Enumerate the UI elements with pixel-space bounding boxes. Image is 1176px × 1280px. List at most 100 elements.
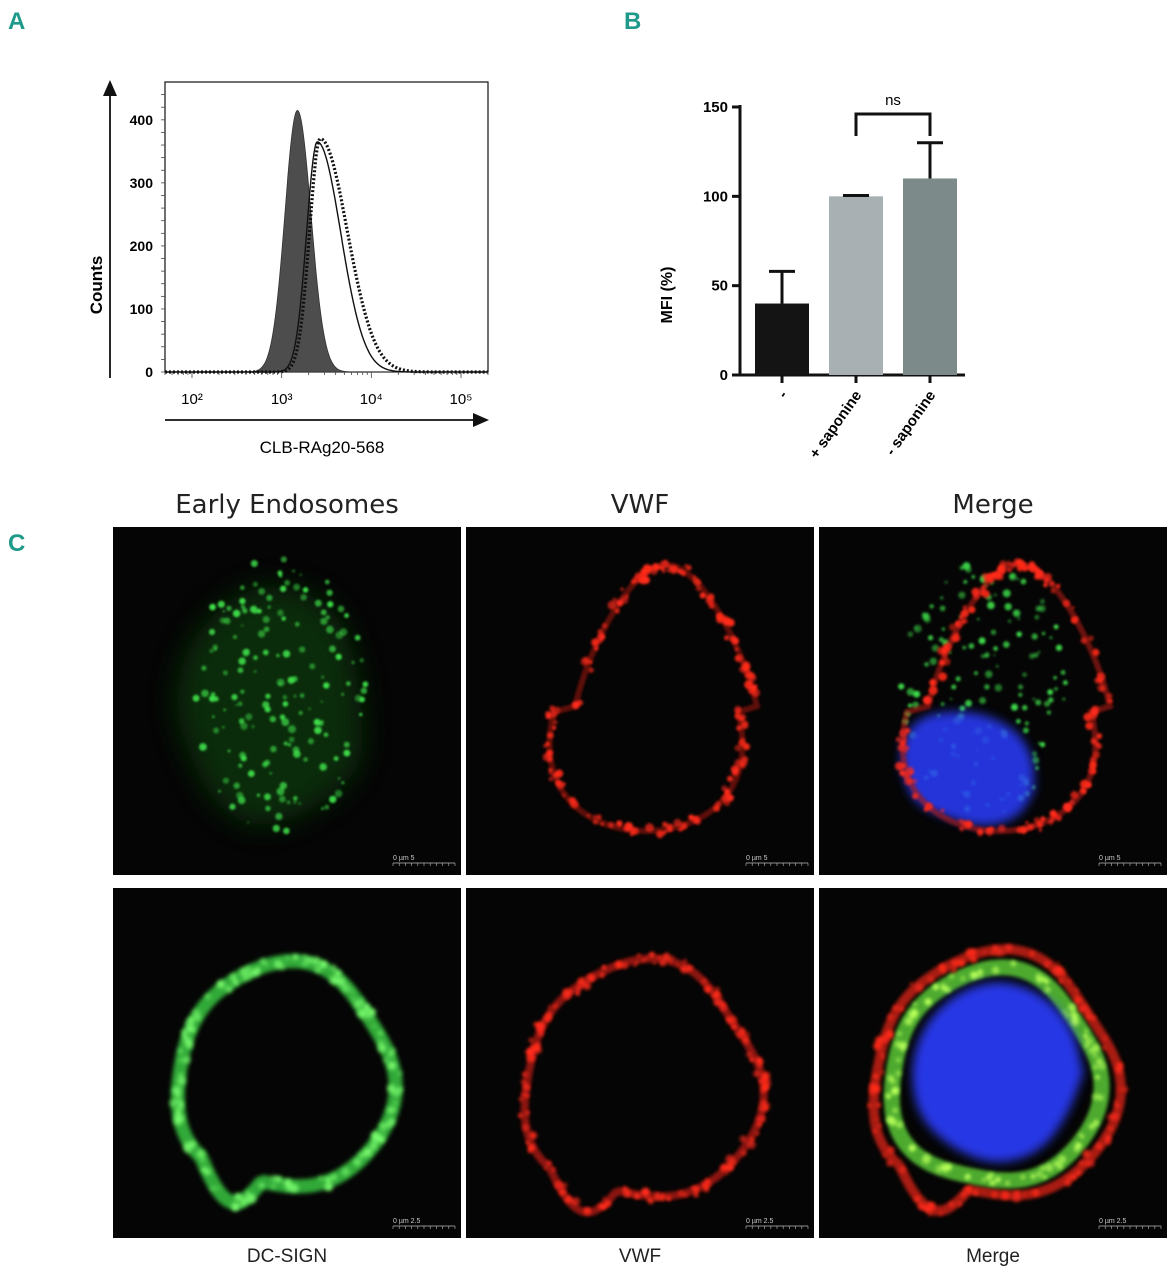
fluorescent-spot bbox=[320, 807, 324, 811]
membrane-spot bbox=[229, 973, 237, 981]
membrane-spot bbox=[284, 1178, 292, 1187]
membrane-spot bbox=[913, 1002, 917, 1006]
membrane-spot bbox=[747, 1140, 756, 1150]
fluorescent-spot bbox=[256, 793, 261, 797]
membrane-spot bbox=[662, 830, 667, 835]
membrane-spot bbox=[1096, 734, 1101, 739]
membrane-spot bbox=[887, 1146, 895, 1154]
membrane-spot bbox=[391, 1064, 396, 1069]
fluorescent-spot bbox=[980, 654, 985, 659]
fluorescent-spot bbox=[990, 629, 997, 635]
fluorescent-spot bbox=[279, 585, 287, 592]
fluorescent-spot bbox=[341, 781, 345, 785]
fluorescent-spot bbox=[962, 645, 967, 650]
fluorescent-spot bbox=[940, 702, 945, 706]
fluorescent-spot bbox=[313, 718, 321, 726]
membrane-spot bbox=[755, 1117, 760, 1122]
fluorescent-spot bbox=[968, 643, 975, 649]
fluorescent-spot bbox=[262, 761, 268, 768]
fluorescent-spot bbox=[1018, 692, 1023, 697]
membrane-spot bbox=[909, 982, 913, 986]
membrane-spot bbox=[536, 1024, 545, 1034]
fluorescent-spot bbox=[293, 795, 298, 801]
membrane-spot bbox=[1050, 813, 1055, 818]
fluorescent-spot bbox=[1020, 578, 1027, 585]
membrane-spot bbox=[1074, 995, 1081, 1002]
fluorescent-spot bbox=[1022, 727, 1029, 734]
membrane-spot bbox=[998, 824, 1006, 833]
membrane-spot bbox=[751, 688, 760, 697]
fluorescent-spot bbox=[325, 615, 330, 620]
membrane-spot bbox=[1095, 1142, 1103, 1150]
membrane-spot bbox=[892, 1005, 899, 1011]
fluorescent-spot bbox=[1054, 687, 1058, 691]
membrane-spot bbox=[301, 960, 308, 967]
membrane-spot bbox=[1079, 779, 1089, 789]
membrane-spot bbox=[183, 1037, 193, 1046]
membrane-spot bbox=[594, 646, 599, 651]
membrane-spot bbox=[1095, 1074, 1100, 1080]
fluorescent-spot bbox=[950, 697, 953, 701]
membrane-spot bbox=[948, 973, 955, 980]
membrane-spot bbox=[1102, 1046, 1107, 1051]
scale-bar-label: 0 µm 2.5 bbox=[1099, 1218, 1126, 1225]
fluorescent-spot bbox=[1049, 636, 1053, 640]
membrane-spot bbox=[292, 954, 299, 961]
membrane-spot bbox=[1075, 1169, 1082, 1176]
membrane-spot bbox=[397, 1087, 403, 1093]
membrane-spot bbox=[1086, 1013, 1092, 1020]
membrane-spot bbox=[588, 667, 594, 673]
fluorescent-spot bbox=[275, 812, 283, 821]
membrane-spot bbox=[521, 1092, 526, 1097]
fluorescent-spot bbox=[343, 741, 350, 748]
membrane-spot bbox=[896, 1121, 904, 1129]
membrane-spot bbox=[604, 1199, 612, 1208]
membrane-spot bbox=[972, 593, 980, 600]
membrane-spot bbox=[682, 958, 688, 964]
membrane-spot bbox=[1028, 823, 1035, 830]
membrane-spot bbox=[868, 1082, 878, 1092]
histogram-x-tick-label: 10² bbox=[181, 391, 203, 408]
fluorescent-spot bbox=[286, 800, 291, 805]
fluorescent-spot bbox=[277, 570, 283, 576]
membrane-spot bbox=[1056, 961, 1060, 965]
membrane-spot bbox=[393, 1100, 398, 1106]
membrane-spot bbox=[695, 585, 702, 592]
membrane-spot bbox=[744, 680, 754, 690]
fluorescent-spot bbox=[278, 682, 282, 686]
bar-significance-bracket bbox=[854, 112, 932, 136]
fluorescent-spot bbox=[292, 569, 295, 573]
membrane-spot bbox=[981, 573, 989, 580]
fluorescent-spot bbox=[231, 694, 238, 701]
fluorescent-spot bbox=[1037, 650, 1041, 654]
membrane-spot bbox=[922, 1153, 931, 1163]
membrane-spot bbox=[1092, 1064, 1099, 1071]
membrane-spot bbox=[552, 719, 558, 725]
fluorescent-spot bbox=[262, 615, 270, 624]
membrane-spot bbox=[739, 1135, 747, 1143]
membrane-spot bbox=[967, 821, 974, 828]
histogram-y-tick-label: 0 bbox=[145, 364, 153, 380]
membrane-spot bbox=[666, 823, 674, 831]
fluorescent-spot bbox=[929, 604, 934, 609]
histogram-x-tick-label: 10³ bbox=[271, 391, 293, 408]
membrane-spot bbox=[1081, 1003, 1088, 1011]
membrane-spot bbox=[552, 725, 557, 730]
micrograph-dc-sign: 0 µm 2.5 bbox=[113, 888, 461, 1238]
membrane-spot bbox=[240, 1196, 249, 1205]
fluorescent-spot bbox=[343, 749, 351, 757]
membrane-spot bbox=[174, 1113, 181, 1120]
membrane-spot bbox=[1050, 588, 1056, 594]
membrane-spot bbox=[312, 959, 316, 964]
fluorescent-spot bbox=[1039, 598, 1045, 604]
fluorescent-spot bbox=[299, 573, 302, 576]
bar-y-tick-label: 150 bbox=[703, 99, 728, 116]
membrane-spot bbox=[525, 1047, 535, 1057]
membrane-spot bbox=[1090, 1015, 1097, 1021]
membrane-spot bbox=[260, 958, 266, 965]
fluorescent-spot bbox=[308, 707, 311, 711]
membrane-spot bbox=[1036, 569, 1044, 578]
header-vwf: VWF bbox=[610, 490, 670, 520]
membrane-spot bbox=[1089, 756, 1097, 764]
membrane-spot bbox=[607, 600, 617, 610]
